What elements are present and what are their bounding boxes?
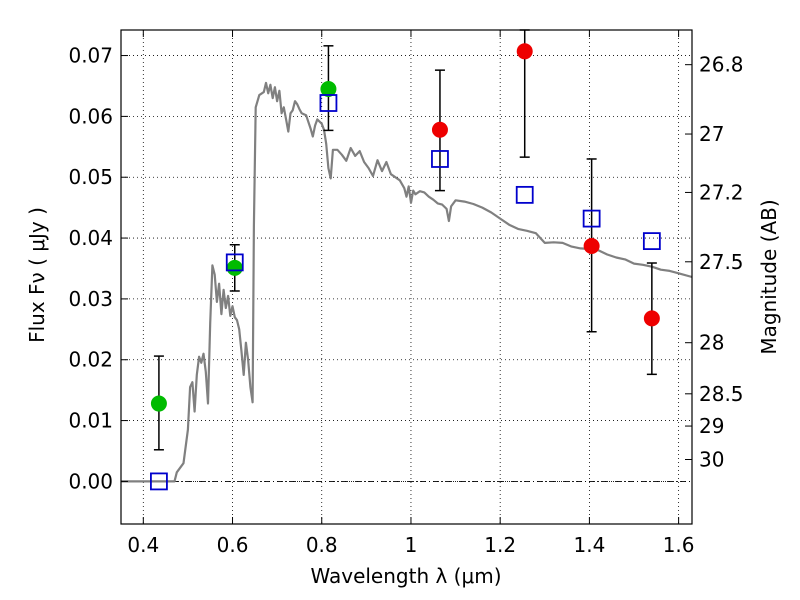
y2-tick-label: 27.2 (699, 180, 744, 204)
y2-tick-label: 28 (699, 331, 724, 355)
spectrum-line (121, 81, 693, 483)
model-point-square (150, 472, 168, 491)
y-axis-label: Flux Fν ( μJy ) (25, 207, 49, 343)
model-point-square (515, 185, 534, 204)
data-point-circle (431, 121, 448, 138)
plot-frame (120, 29, 693, 525)
spectrum-line-series (121, 81, 693, 483)
x-tick-label: 1.4 (573, 533, 605, 557)
y2-tick-label: 27.5 (699, 250, 744, 274)
model-point-square (642, 232, 661, 251)
y2-tick-label: 30 (699, 448, 724, 472)
x-axis-label: Wavelength λ (μm) (310, 564, 501, 588)
error-bars (153, 29, 657, 451)
x-tick-label: 1 (405, 533, 418, 557)
x-tick-label: 1.2 (484, 533, 516, 557)
model-point-square (431, 150, 449, 168)
model-point-square (225, 253, 244, 272)
y2-tick-label: 27 (699, 122, 724, 146)
data-point-circle (150, 395, 167, 412)
y-tick-label: 0.02 (68, 348, 113, 372)
model-point-square (319, 94, 338, 112)
y-tick-label: 0.06 (68, 104, 113, 128)
y2-tick-label: 29 (699, 414, 724, 438)
y-tick-label: 0.03 (68, 287, 113, 311)
data-point-circle (226, 259, 243, 276)
data-point-circle (643, 310, 660, 327)
data-markers (150, 43, 661, 491)
x-tick-label: 0.8 (306, 533, 338, 557)
data-point-circle (320, 81, 337, 98)
y2-tick-label: 28.5 (699, 382, 744, 406)
y-tick-label: 0.01 (68, 409, 113, 433)
y-axis-ticks: 0.00 0.01 0.02 0.03 0.04 0.05 0.06 0.07 (68, 44, 128, 493)
y-tick-label: 0.00 (68, 469, 113, 493)
x-axis-ticks: 0.4 0.6 0.8 1 1.2 1.4 1.6 (127, 30, 695, 557)
model-point-square (582, 209, 601, 228)
y2-axis-label: Magnitude (AB) (757, 199, 781, 354)
data-point-circle (516, 43, 533, 60)
y2-tick-label: 26.8 (699, 53, 744, 77)
y2-axis-ticks: 26.8 27 27.2 27.5 28 28.5 29 30 (685, 53, 744, 472)
x-tick-label: 0.6 (217, 533, 249, 557)
y-tick-label: 0.05 (68, 165, 113, 189)
x-tick-label: 1.6 (663, 533, 695, 557)
grid (121, 30, 692, 524)
x-tick-label: 0.4 (127, 533, 159, 557)
data-point-circle (583, 237, 600, 254)
y-tick-label: 0.07 (68, 44, 113, 68)
y-tick-label: 0.04 (68, 226, 113, 250)
